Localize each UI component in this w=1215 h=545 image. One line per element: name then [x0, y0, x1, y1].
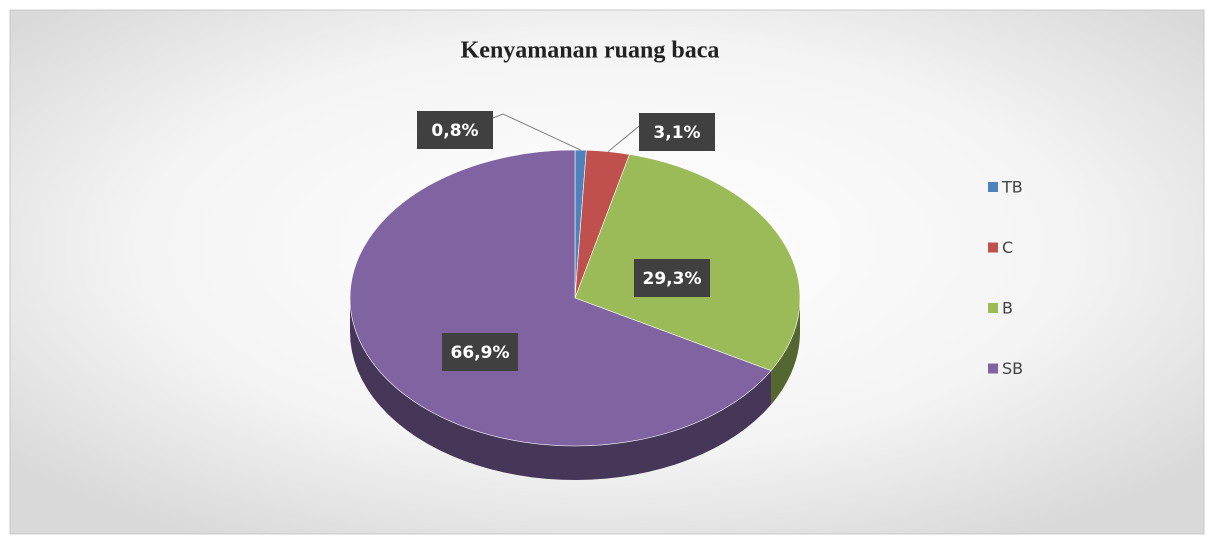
legend-label: C [1002, 238, 1013, 257]
label-box [639, 113, 715, 151]
legend-swatch [988, 242, 998, 253]
label-box [442, 333, 518, 371]
slice [349, 149, 772, 447]
legend: TB C B SB [988, 178, 1023, 378]
leader-line [492, 113, 581, 151]
pie [349, 149, 801, 480]
legend-label: SB [1002, 359, 1023, 378]
data-labels: 0,8% 3,1% 29,3% 66,9% [417, 111, 715, 371]
label-box [417, 111, 493, 149]
data-label: 29,3% [643, 269, 702, 289]
legend-label: TB [1001, 178, 1023, 197]
legend-swatch [988, 182, 998, 192]
data-label: 66,9% [451, 343, 510, 363]
legend-swatch [988, 303, 998, 313]
label-box [634, 259, 710, 297]
chart-title: Kenyamanan ruang baca [461, 38, 720, 64]
data-label: 3,1% [653, 123, 700, 143]
legend-swatch [988, 363, 998, 374]
data-label: 0,8% [431, 121, 478, 141]
slice-side [771, 298, 800, 405]
slice-side [350, 298, 772, 480]
legend-label: B [1002, 299, 1013, 318]
